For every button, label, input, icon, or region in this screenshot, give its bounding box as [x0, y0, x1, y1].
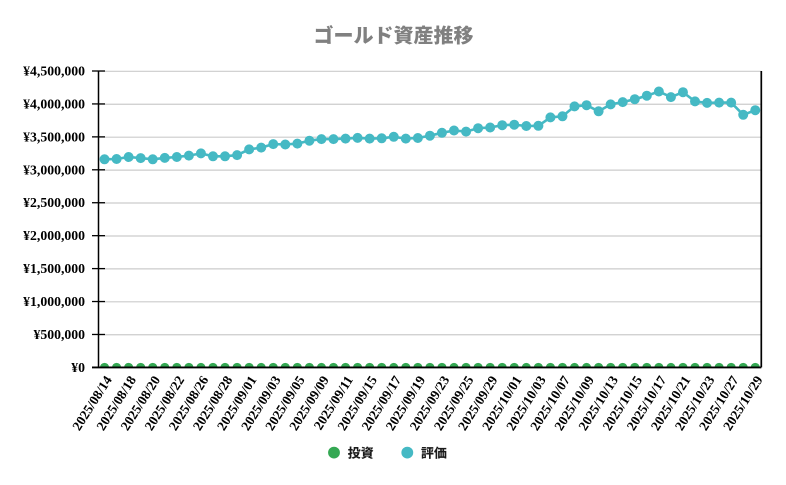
svg-text:¥2,500,000: ¥2,500,000: [23, 195, 85, 210]
svg-text:¥0: ¥0: [71, 360, 85, 375]
svg-text:¥3,000,000: ¥3,000,000: [23, 162, 85, 177]
svg-text:¥2,000,000: ¥2,000,000: [23, 228, 85, 243]
svg-text:¥500,000: ¥500,000: [33, 327, 85, 342]
svg-text:¥4,000,000: ¥4,000,000: [23, 96, 85, 111]
svg-text:¥3,500,000: ¥3,500,000: [23, 129, 85, 144]
svg-text:¥1,000,000: ¥1,000,000: [23, 294, 85, 309]
svg-text:¥1,500,000: ¥1,500,000: [23, 261, 85, 276]
svg-text:¥4,500,000: ¥4,500,000: [23, 64, 85, 79]
